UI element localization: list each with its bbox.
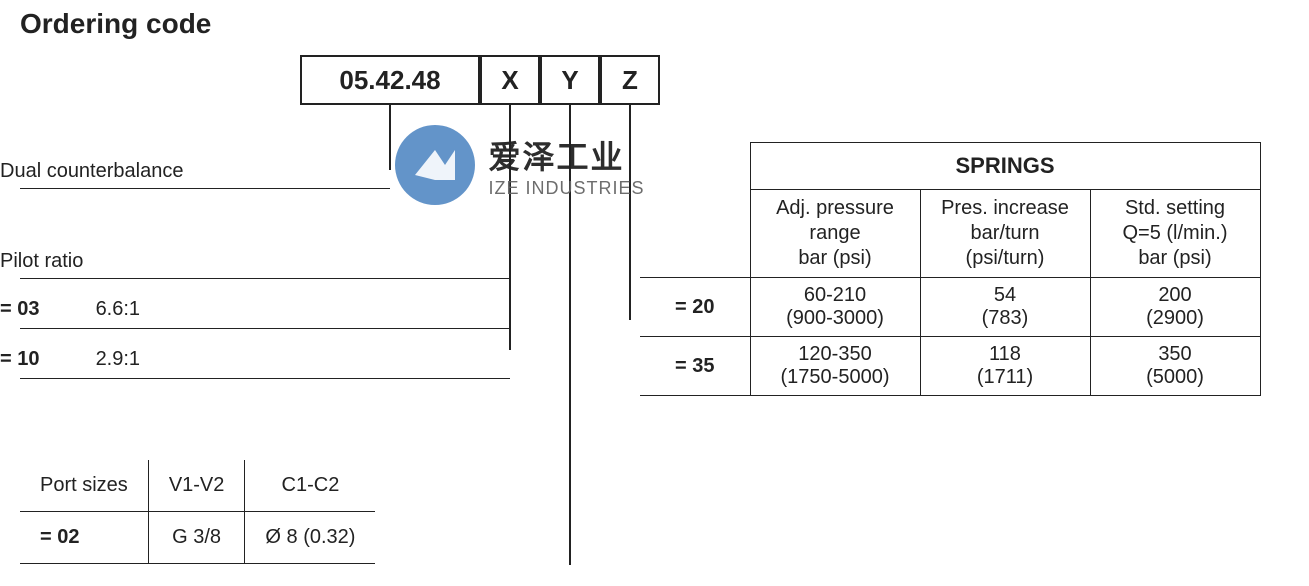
- pilot-ratio-label: Pilot ratio: [0, 250, 83, 273]
- springs-value: 350: [1158, 343, 1191, 365]
- pilot-ratio-value: 2.9:1: [96, 348, 140, 370]
- port-sizes-table: Port sizes V1-V2 C1-C2 = 02 G 3/8 Ø 8 (0…: [20, 460, 375, 564]
- port-sizes-label: Port sizes: [20, 460, 148, 512]
- springs-cell: 350 (5000): [1090, 337, 1260, 396]
- port-row-c: Ø 8 (0.32): [245, 512, 376, 564]
- springs-cell: 60-210 (900-3000): [750, 278, 920, 337]
- springs-value: (900-3000): [786, 307, 884, 329]
- divider: [20, 328, 510, 329]
- pilot-ratio-row: = 03 6.6:1: [0, 298, 140, 321]
- pilot-ratio-value: 6.6:1: [96, 298, 140, 320]
- springs-value: 118: [989, 343, 1021, 365]
- logo-icon: [390, 120, 480, 210]
- springs-value: 200: [1158, 284, 1191, 306]
- watermark-en: IZE INDUSTRIES: [488, 178, 644, 198]
- springs-value: (783): [982, 307, 1029, 329]
- port-row-v: G 3/8: [148, 512, 245, 564]
- ordering-code-y: Y: [540, 55, 600, 105]
- divider: [20, 378, 510, 379]
- port-row-code: = 02: [20, 512, 148, 564]
- dual-counterbalance-label: Dual counterbalance: [0, 160, 183, 183]
- springs-table: SPRINGS Adj. pressure range bar (psi) Pr…: [640, 142, 1261, 396]
- springs-cell: 118 (1711): [920, 337, 1090, 396]
- springs-cell: 120-350 (1750-5000): [750, 337, 920, 396]
- springs-cell: 200 (2900): [1090, 278, 1260, 337]
- pilot-ratio-row: = 10 2.9:1: [0, 348, 140, 371]
- springs-header-std: Std. setting Q=5 (l/min.) bar (psi): [1090, 190, 1260, 278]
- springs-header-line: Pres. increase: [941, 197, 1069, 219]
- empty-cell: [640, 143, 750, 190]
- springs-header-line: Q=5 (l/min.): [1122, 222, 1227, 244]
- ordering-code-base: 05.42.48: [300, 55, 480, 105]
- springs-header-line: Std. setting: [1125, 197, 1225, 219]
- page-title: Ordering code: [20, 8, 211, 40]
- port-col-c: C1-C2: [245, 460, 376, 512]
- ordering-code-x: X: [480, 55, 540, 105]
- springs-row-code: = 35: [640, 337, 750, 396]
- springs-header-line: bar (psi): [1138, 247, 1211, 269]
- springs-header-adj: Adj. pressure range bar (psi): [750, 190, 920, 278]
- port-col-v: V1-V2: [148, 460, 245, 512]
- springs-value: 60-210: [804, 284, 866, 306]
- pilot-ratio-code: = 10: [0, 348, 90, 371]
- springs-value: (5000): [1146, 366, 1204, 388]
- springs-value: (2900): [1146, 307, 1204, 329]
- springs-header-inc: Pres. increase bar/turn (psi/turn): [920, 190, 1090, 278]
- springs-value: (1711): [977, 366, 1033, 388]
- pilot-ratio-code: = 03: [0, 298, 90, 321]
- springs-value: 54: [994, 284, 1016, 306]
- springs-row-code: = 20: [640, 278, 750, 337]
- springs-value: (1750-5000): [781, 366, 890, 388]
- watermark-cn: 爱泽工业: [488, 139, 624, 175]
- springs-cell: 54 (783): [920, 278, 1090, 337]
- springs-header-line: bar (psi): [798, 247, 871, 269]
- springs-header-line: bar/turn: [971, 222, 1040, 244]
- springs-header-line: (psi/turn): [966, 247, 1045, 269]
- divider: [20, 188, 390, 189]
- empty-cell: [640, 190, 750, 278]
- springs-title: SPRINGS: [750, 143, 1260, 190]
- ordering-code-z: Z: [600, 55, 660, 105]
- springs-header-line: range: [809, 222, 860, 244]
- springs-header-line: Adj. pressure: [776, 197, 894, 219]
- dual-counterbalance-text: Dual counterbalance: [0, 160, 183, 182]
- divider: [20, 278, 510, 279]
- watermark: 爱泽工业 IZE INDUSTRIES: [390, 120, 644, 210]
- springs-value: 120-350: [798, 343, 871, 365]
